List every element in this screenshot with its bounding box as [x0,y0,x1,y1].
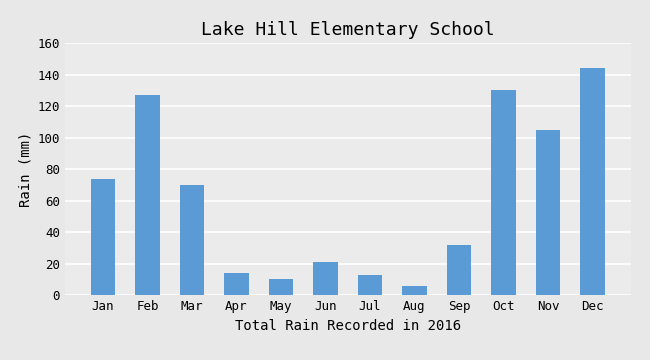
Bar [536,130,560,295]
Y-axis label: Rain (mm): Rain (mm) [18,131,32,207]
Bar [402,286,427,295]
Bar [447,245,471,295]
Bar [358,275,382,295]
Bar [313,262,338,295]
Bar [135,95,160,295]
X-axis label: Total Rain Recorded in 2016: Total Rain Recorded in 2016 [235,319,461,333]
Bar [268,279,293,295]
Bar [224,273,249,295]
Bar [491,90,516,295]
Bar [580,68,605,295]
Bar [179,185,204,295]
Bar [91,179,115,295]
Title: Lake Hill Elementary School: Lake Hill Elementary School [201,21,495,39]
